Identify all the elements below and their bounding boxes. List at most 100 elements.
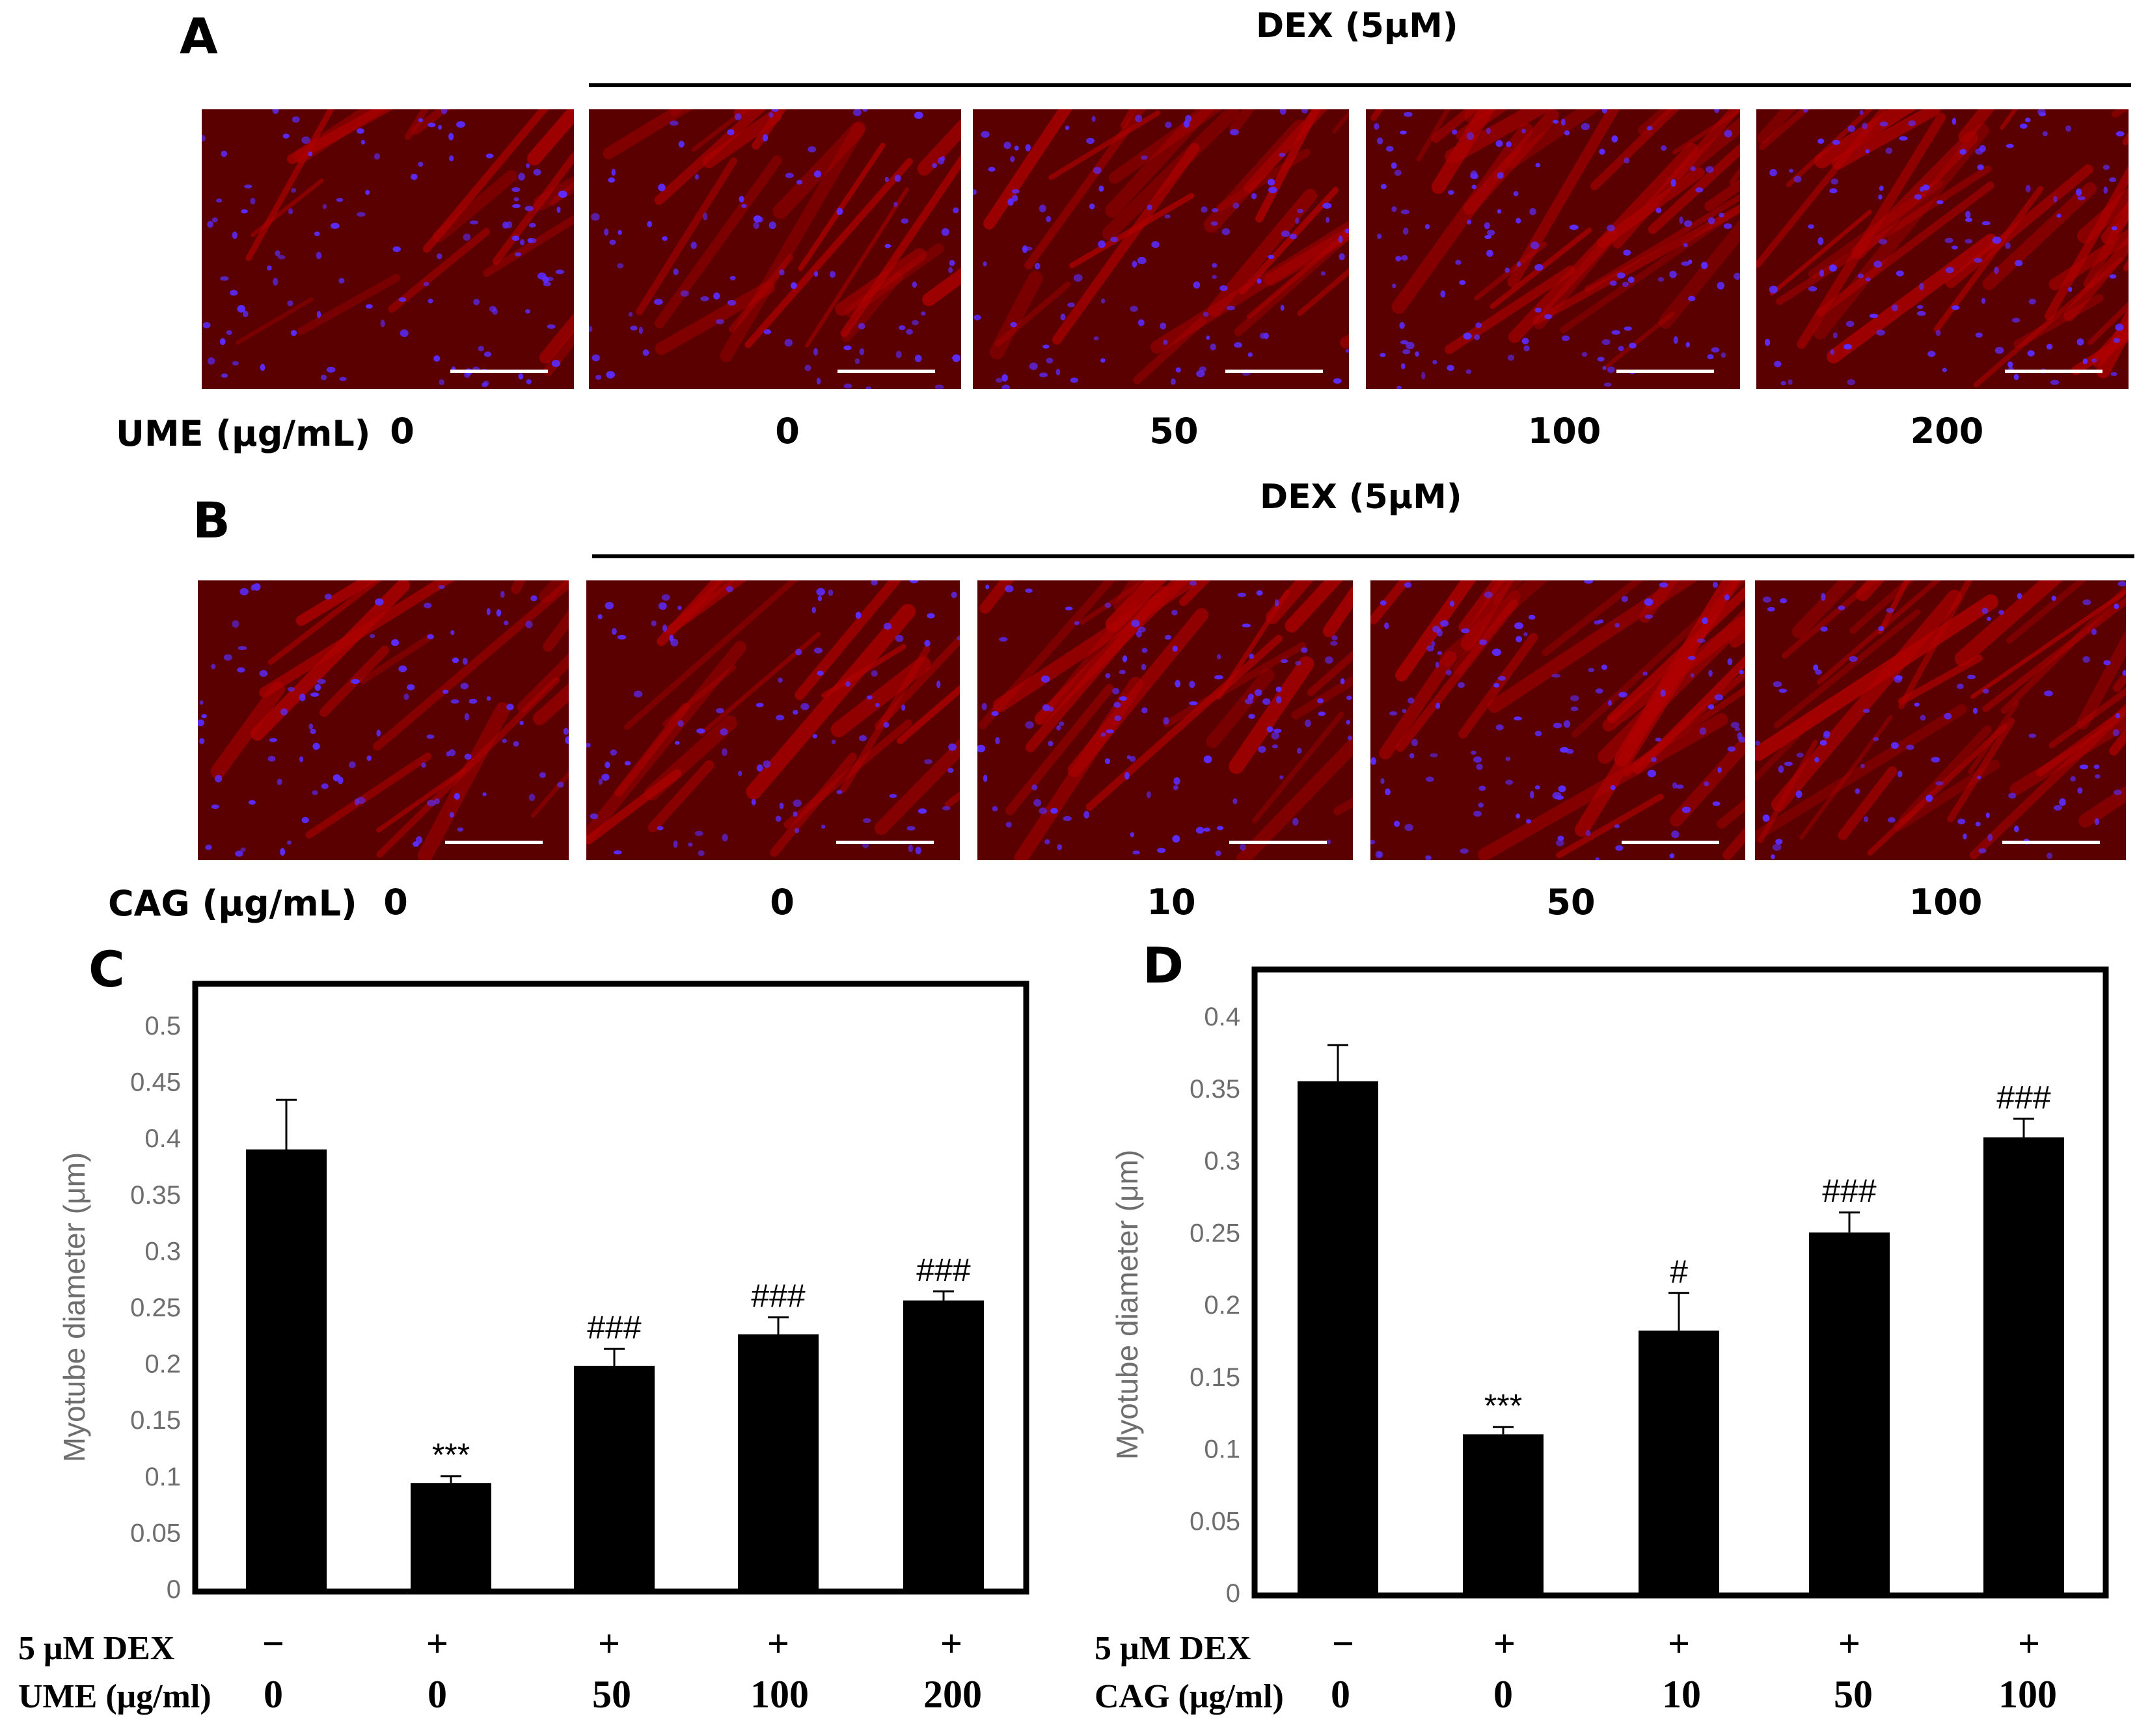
scale-bar [1616,370,1714,373]
dex-label-a: DEX (5μM) [1256,7,1458,46]
scale-bar [2002,841,2100,844]
dose-d-4: 50 [1834,1673,1873,1716]
dose-value-a-4: 100 [1527,411,1601,452]
scale-bar [445,841,543,844]
y-tick-label: 0.35 [1190,1075,1240,1104]
bar [903,1300,984,1589]
scale-bar [837,370,935,373]
bar [1298,1081,1378,1593]
y-tick-label: 0.1 [1204,1435,1240,1464]
dex-sign-d-1: − [1331,1622,1355,1665]
scale-bar [1229,841,1327,844]
y-tick-label: 0.2 [1204,1291,1240,1320]
y-tick-label: 0.45 [130,1068,181,1097]
dose-d-1: 0 [1331,1673,1350,1716]
significance-label: ### [751,1278,806,1314]
y-tick-label: 0.35 [130,1181,181,1210]
dose-value-a-3: 50 [1149,411,1199,452]
dose-value-b-4: 50 [1546,882,1596,923]
y-tick-label: 0.2 [144,1350,181,1379]
y-tick-label: 0.1 [144,1463,181,1491]
dex-sign-d-4: + [1838,1622,1861,1665]
micrograph-b-2 [586,580,960,860]
micrograph-a-2 [589,109,961,389]
dose-title-b: CAG (μg/mL) [108,883,357,924]
dose-d-2: 0 [1493,1673,1513,1716]
y-tick-label: 0.4 [144,1124,181,1153]
significance-label: ### [1996,1079,2051,1115]
dose-row-label-d: CAG (μg/ml) [1095,1678,1284,1715]
dose-value-a-2: 0 [775,411,800,452]
micrograph-b-1 [198,580,569,860]
dose-value-b-2: 0 [770,882,795,923]
dex-sign-c-2: + [426,1622,449,1665]
y-tick-label: 0.25 [1190,1219,1240,1247]
significance-label: ### [916,1252,971,1288]
dex-bracket-line-b [592,554,2134,558]
dose-value-b-1: 0 [383,882,408,923]
dex-row-label-d: 5 μM DEX [1095,1630,1251,1667]
dex-row-label-c: 5 μM DEX [18,1630,175,1667]
y-tick-label: 0.15 [1190,1363,1240,1392]
plot-frame [192,981,1029,1595]
micrograph-a-4 [1366,109,1740,389]
micrograph-b-3 [977,580,1353,860]
y-tick-label: 0.15 [130,1406,181,1435]
dose-value-a-5: 200 [1910,411,1984,452]
y-tick-label: 0.05 [130,1519,181,1547]
micrograph-a-5 [1756,109,2129,389]
dose-d-3: 10 [1662,1673,1701,1716]
dose-c-3: 50 [592,1673,631,1716]
scale-bar [1622,841,1719,844]
dose-title-a: UME (μg/mL) [116,413,371,454]
dose-d-5: 100 [1998,1673,2057,1716]
dose-c-4: 100 [750,1673,809,1716]
panel-letter-b: B [193,491,230,549]
micrograph-b-5 [1755,580,2126,860]
plot-frame [1251,966,2109,1599]
y-tick-label: 0 [1226,1579,1240,1608]
bar [1809,1232,1890,1593]
dex-sign-c-1: − [262,1622,285,1665]
scale-bar [450,370,548,373]
y-tick-label: 0.05 [1190,1507,1240,1536]
bar [1463,1434,1544,1593]
y-axis-label: Myotube diameter (μm) [1110,1150,1144,1459]
panel-letter-d: D [1143,936,1184,994]
bar [246,1149,327,1589]
scale-bar [1225,370,1323,373]
dose-c-1: 0 [264,1673,283,1716]
significance-label: # [1670,1253,1688,1290]
bar [574,1366,655,1589]
dex-bracket-line-a [589,83,2131,87]
dose-c-2: 0 [428,1673,447,1716]
significance-label: *** [1484,1387,1522,1424]
y-tick-label: 0.3 [1204,1147,1240,1176]
dose-c-5: 200 [923,1673,982,1716]
y-tick-label: 0.5 [144,1012,181,1040]
micrograph-a-1 [202,109,574,389]
dex-sign-d-3: + [1667,1622,1691,1665]
dose-row-label-c: UME (μg/ml) [18,1678,211,1715]
bar [411,1483,491,1589]
scale-bar [2005,370,2102,373]
dex-sign-d-5: + [2017,1622,2041,1665]
dose-value-b-5: 100 [1909,882,1983,923]
y-axis-label: Myotube diameter (μm) [57,1152,91,1462]
panel-letter-c: C [88,940,125,998]
dex-sign-c-5: + [940,1622,963,1665]
bar [1983,1137,2064,1593]
dex-sign-d-2: + [1493,1622,1516,1665]
panel-letter-a: A [180,7,218,65]
y-tick-label: 0.4 [1204,1003,1240,1031]
dex-sign-c-3: + [597,1622,621,1665]
micrograph-b-4 [1370,580,1745,860]
significance-label: ### [587,1309,642,1346]
significance-label: ### [1822,1173,1877,1209]
bar [738,1334,819,1589]
y-tick-label: 0.3 [144,1237,181,1266]
scale-bar [836,841,934,844]
y-tick-label: 0.25 [130,1294,181,1322]
dex-sign-c-4: + [767,1622,790,1665]
